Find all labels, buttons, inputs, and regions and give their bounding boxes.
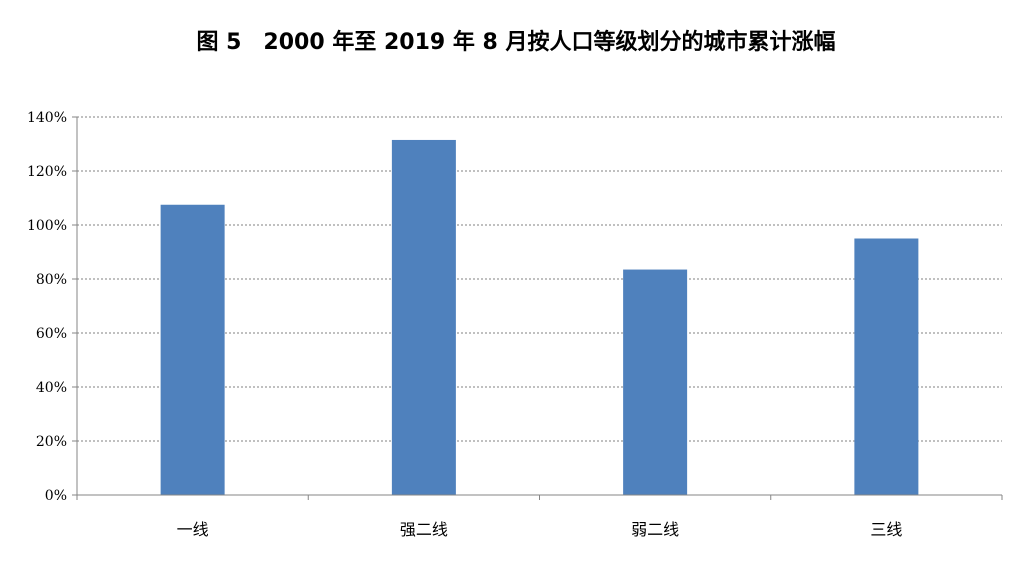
y-tick-label: 100% bbox=[27, 218, 67, 234]
y-tick-labels: 0% 20% 40% 60% 80% 100% 120% 140% bbox=[27, 110, 67, 504]
chart-title: 图 5 2000 年至 2019 年 8 月按人口等级划分的城市累计涨幅 bbox=[196, 30, 836, 55]
y-tick-label: 40% bbox=[36, 380, 67, 396]
x-tick-label: 强二线 bbox=[400, 520, 448, 539]
y-tick-label: 80% bbox=[36, 272, 67, 288]
y-tick-label: 0% bbox=[45, 488, 67, 504]
bar bbox=[623, 269, 688, 495]
axes bbox=[72, 116, 1003, 500]
y-tick-label: 120% bbox=[27, 164, 67, 180]
bar bbox=[391, 139, 456, 495]
x-tick-label: 弱二线 bbox=[631, 520, 679, 539]
bars bbox=[160, 139, 919, 495]
x-tick-label: 三线 bbox=[870, 520, 902, 539]
y-tick-label: 140% bbox=[27, 110, 67, 126]
x-tick-labels: 一线 强二线 弱二线 三线 bbox=[177, 520, 903, 539]
y-tick-label: 60% bbox=[36, 326, 67, 342]
bar bbox=[160, 204, 225, 495]
y-tick-label: 20% bbox=[36, 434, 67, 450]
x-tick-label: 一线 bbox=[177, 520, 209, 539]
bar bbox=[854, 238, 919, 495]
